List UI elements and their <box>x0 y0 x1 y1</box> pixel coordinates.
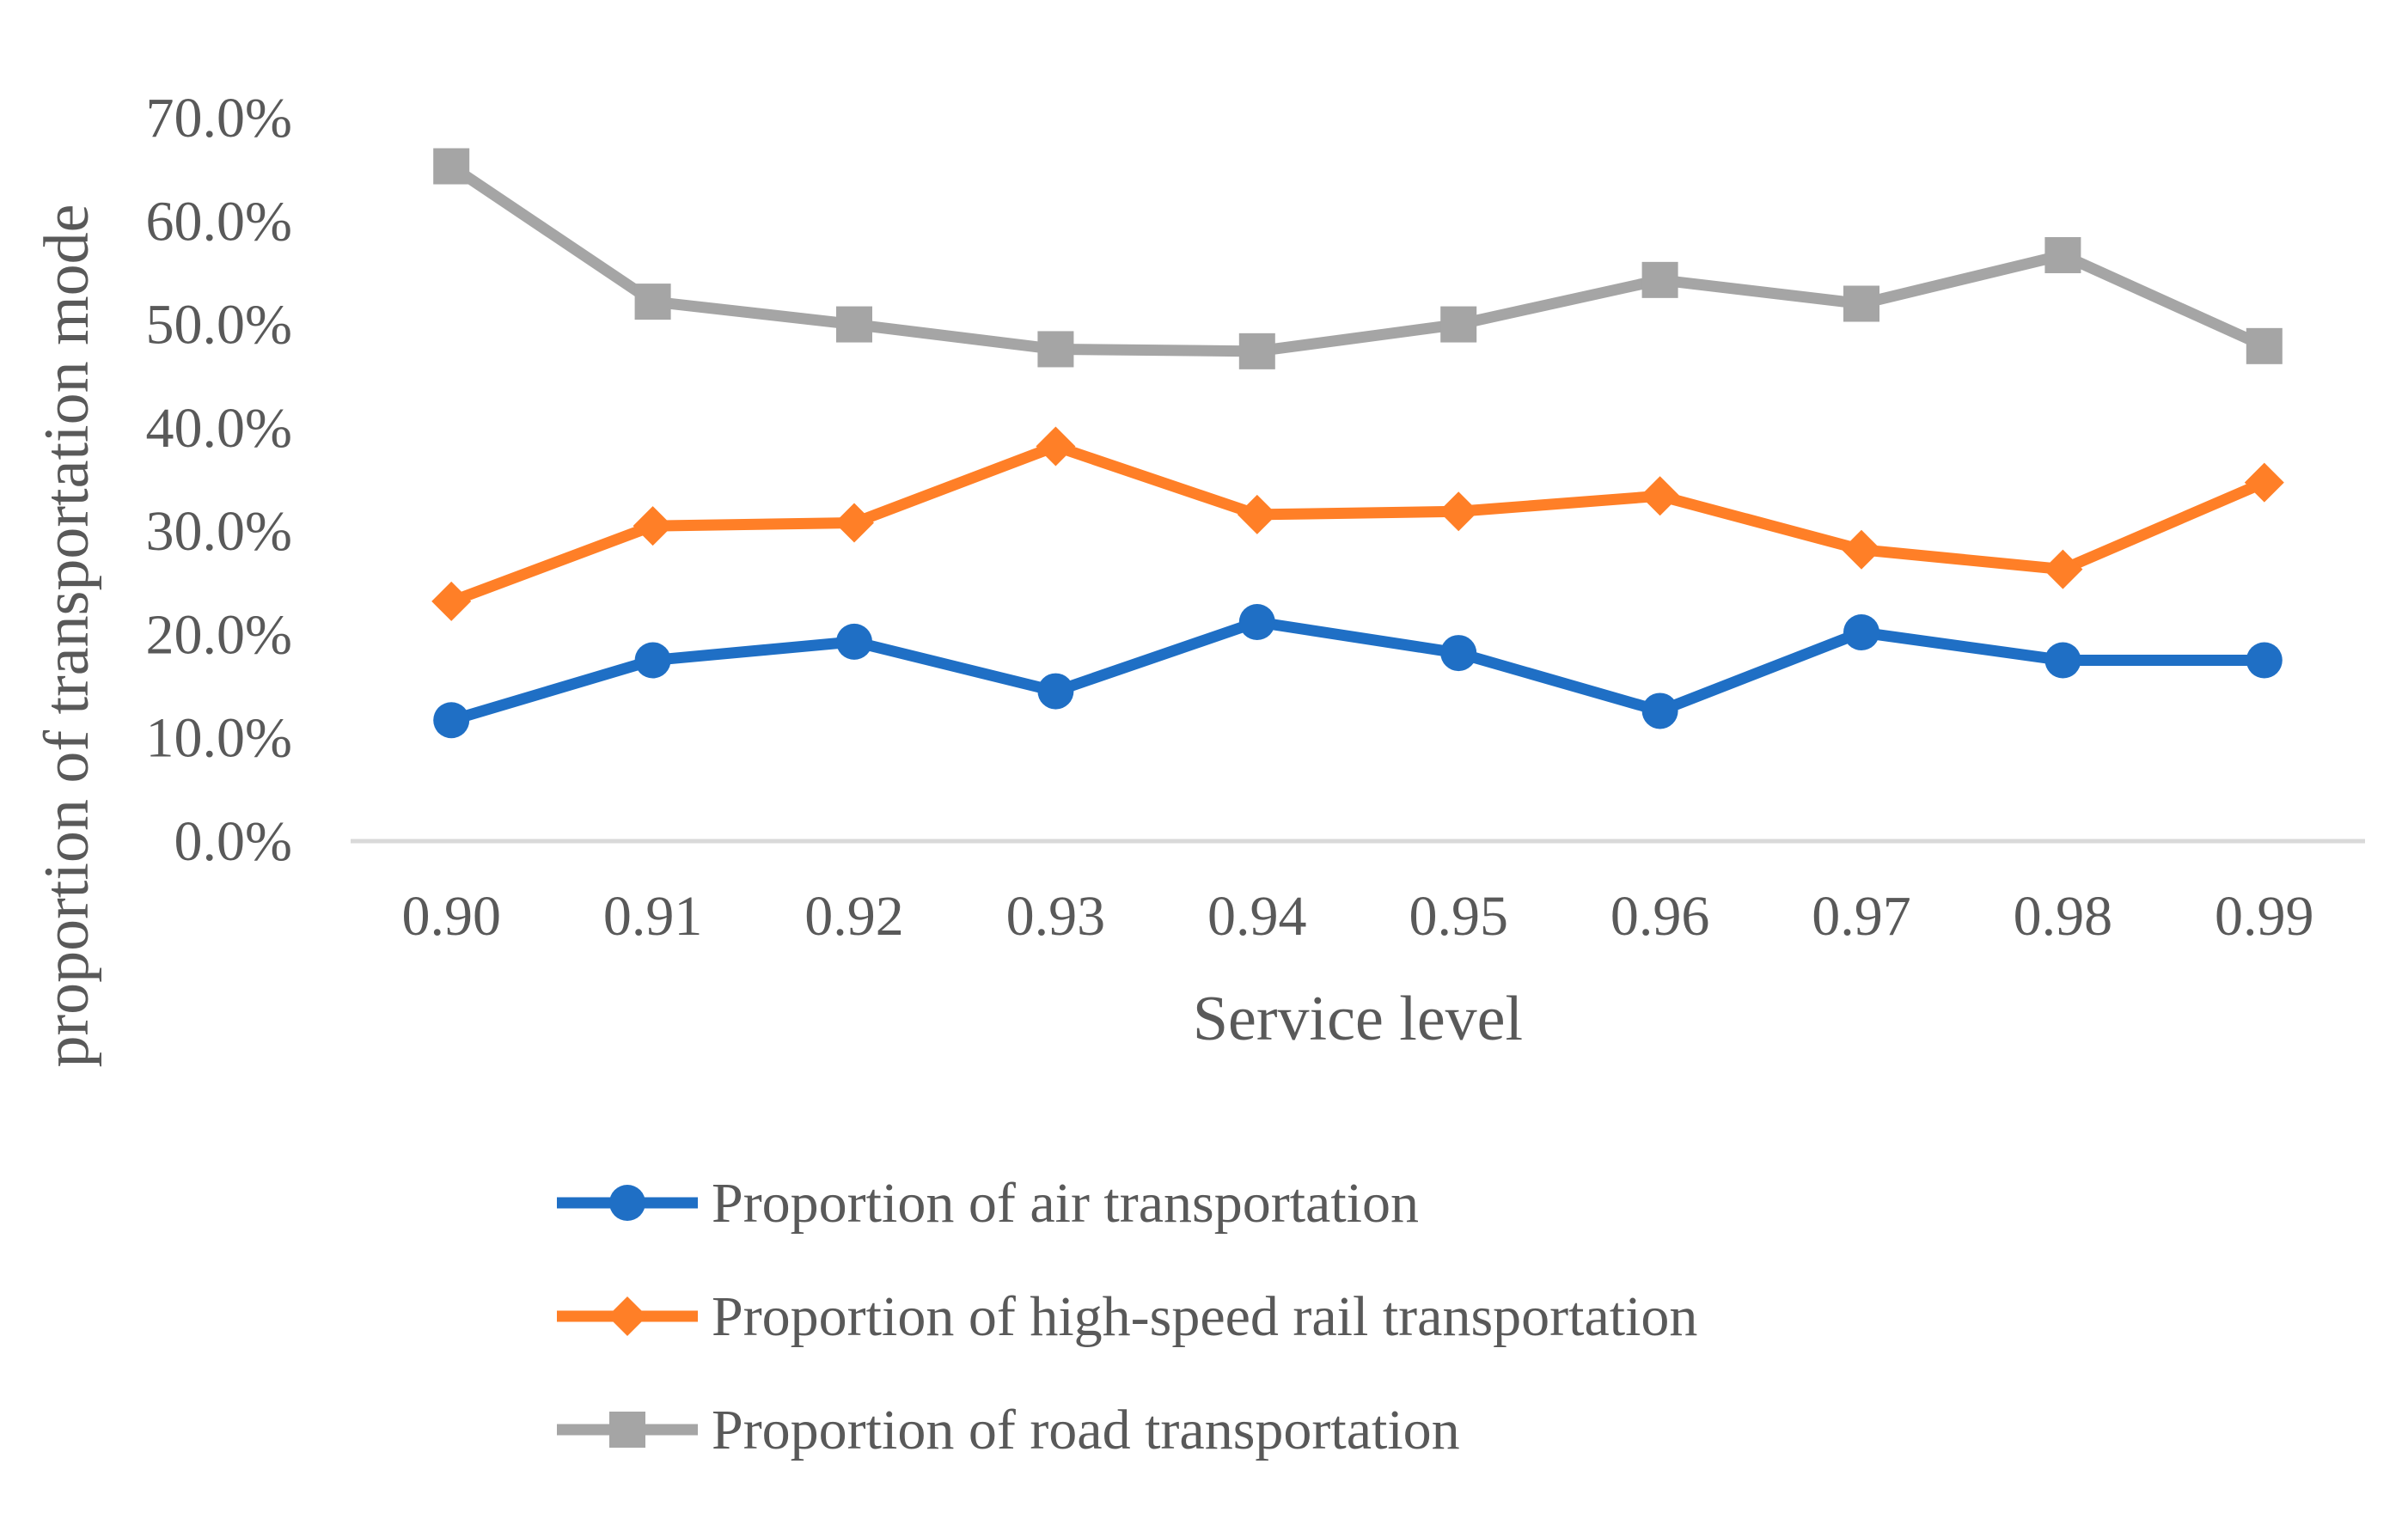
data-point-diamond <box>633 506 673 546</box>
data-point-circle <box>1641 692 1678 729</box>
data-point-circle <box>2044 642 2081 679</box>
data-point-diamond <box>834 503 874 543</box>
series-line <box>445 441 2270 607</box>
data-point-square <box>2044 236 2081 273</box>
x-tick-label: 0.98 <box>2014 885 2113 948</box>
y-tick-label: 10.0% <box>146 707 292 770</box>
series-1 <box>433 603 2283 739</box>
series-3 <box>433 148 2283 369</box>
data-point-diamond <box>1036 426 1076 467</box>
data-point-circle <box>1037 673 1074 710</box>
y-axis-ticks: 0.0% 10.0% 20.0% 30.0% 40.0% 50.0% 60.0% 70.0% <box>146 87 292 873</box>
data-point-circle <box>1440 635 1477 672</box>
data-point-circle <box>1238 603 1275 640</box>
x-tick-label: 0.93 <box>1006 885 1106 948</box>
y-tick-label: 60.0% <box>146 190 292 253</box>
legend-marker-diamond <box>608 1296 647 1336</box>
x-tick-label: 0.94 <box>1207 885 1307 948</box>
x-tick-label: 0.95 <box>1409 885 1508 948</box>
data-point-diamond <box>1640 476 1680 516</box>
series-2 <box>431 426 2284 621</box>
data-point-square <box>836 306 872 343</box>
y-tick-label: 50.0% <box>146 294 292 357</box>
legend-label: Proportion of road transportation <box>712 1399 1460 1461</box>
y-tick-label: 20.0% <box>146 603 292 666</box>
x-tick-label: 0.99 <box>2215 885 2314 948</box>
series-group <box>431 148 2284 739</box>
data-point-square <box>1037 331 1074 368</box>
legend-marker-square <box>609 1412 645 1448</box>
data-point-diamond <box>1842 529 1881 570</box>
x-tick-label: 0.91 <box>603 885 703 948</box>
data-point-diamond <box>2244 462 2284 503</box>
data-point-diamond <box>1439 491 1479 532</box>
y-tick-label: 40.0% <box>146 397 292 460</box>
x-tick-label: 0.92 <box>804 885 904 948</box>
x-tick-label: 0.96 <box>1610 885 1710 948</box>
data-point-diamond <box>1237 494 1277 534</box>
legend-label: Proportion of high-speed rail transporta… <box>712 1285 1697 1348</box>
data-point-diamond <box>431 581 472 621</box>
legend-marker-circle <box>609 1185 645 1221</box>
data-point-square <box>2246 327 2283 364</box>
x-tick-label: 0.90 <box>401 885 501 948</box>
y-tick-label: 70.0% <box>146 87 292 149</box>
data-point-circle <box>433 702 470 739</box>
series-line <box>445 616 2270 726</box>
legend: Proportion of air transportation Proporti… <box>557 1172 1697 1461</box>
data-point-circle <box>1843 614 1879 651</box>
x-axis-title: Service level <box>1193 984 1523 1054</box>
series-line <box>445 161 2270 357</box>
data-point-circle <box>836 623 872 660</box>
data-point-square <box>1843 285 1879 322</box>
data-point-circle <box>634 642 671 679</box>
data-point-square <box>1238 332 1275 369</box>
data-point-diamond <box>2043 549 2083 589</box>
y-tick-label: 30.0% <box>146 500 292 563</box>
y-axis-title: proportion of transportation mode <box>32 204 102 1068</box>
data-point-square <box>433 148 470 185</box>
data-point-square <box>634 284 671 320</box>
legend-item: Proportion of road transportation <box>557 1399 1460 1461</box>
legend-item: Proportion of high-speed rail transporta… <box>557 1285 1697 1348</box>
data-point-circle <box>2246 642 2283 679</box>
x-axis-ticks: 0.90 0.91 0.92 0.93 0.94 0.95 0.96 0.97 0.98 0.99 <box>401 885 2313 948</box>
x-tick-label: 0.97 <box>1812 885 1911 948</box>
y-tick-label: 0.0% <box>174 810 292 873</box>
legend-label: Proportion of air transportation <box>712 1172 1419 1235</box>
data-point-square <box>1641 261 1678 298</box>
legend-item: Proportion of air transportation <box>557 1172 1419 1235</box>
data-point-square <box>1440 306 1477 343</box>
